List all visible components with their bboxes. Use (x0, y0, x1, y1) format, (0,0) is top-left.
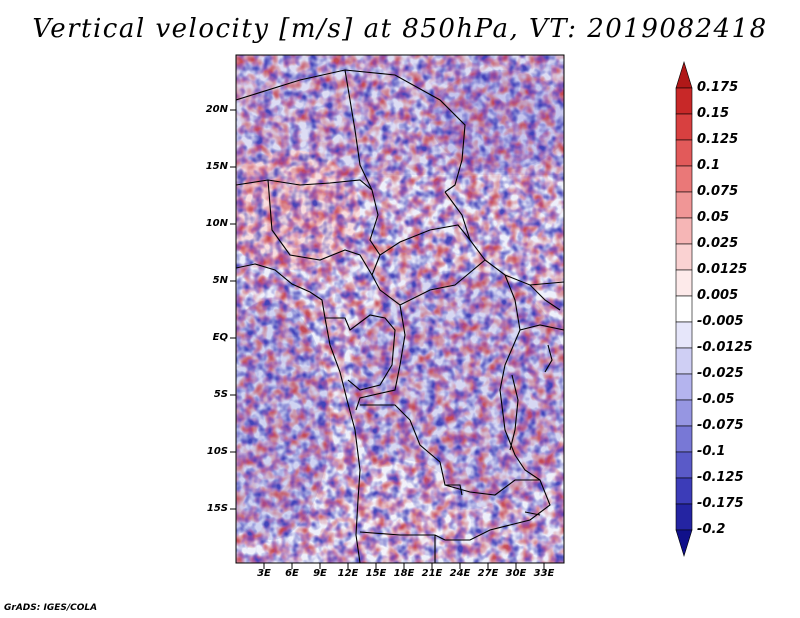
lon-label-33e: 33E (533, 568, 555, 579)
colorbar-label-0: 0.175 (697, 80, 739, 95)
lat-label-10n: 10N (205, 218, 228, 229)
border-nigeria-cameroon (267, 179, 373, 276)
lat-label-20n: 20N (205, 104, 228, 115)
colorbar-segment (675, 321, 693, 349)
map-title: Vertical velocity [m/s] at 850hPa, VT: 2… (32, 14, 768, 44)
lat-label-15s: 15S (206, 503, 228, 514)
colorbar-label-8: 0.005 (697, 288, 739, 303)
lat-label-5s: 5S (213, 389, 228, 400)
colorbar-segment (675, 503, 693, 531)
colorbar-segment (675, 399, 693, 427)
country-borders (236, 69, 564, 563)
colorbar-segment (675, 373, 693, 401)
lat-label-10s: 10S (206, 446, 228, 457)
colorbar-segment (675, 295, 693, 323)
colorbar-label-7: 0.0125 (697, 262, 748, 277)
border-south (359, 531, 446, 563)
colorbar (675, 60, 693, 558)
lon-label-12e: 12E (337, 568, 359, 579)
colorbar-segment (675, 87, 693, 115)
colorbar-segment (675, 451, 693, 479)
map-frame (235, 54, 565, 564)
lon-label-6e: 6E (285, 568, 299, 579)
lon-label-9e: 9E (313, 568, 327, 579)
colorbar-arrow-bottom (675, 529, 693, 558)
lat-label-5n: 5N (212, 275, 228, 286)
colorbar-label-12: -0.05 (697, 392, 735, 407)
colorbar-label-2: 0.125 (697, 132, 739, 147)
border-east-1 (499, 274, 541, 481)
colorbar-label-6: 0.025 (697, 236, 739, 251)
colorbar-segment (675, 217, 693, 245)
colorbar-label-11: -0.025 (697, 366, 744, 381)
lon-label-24e: 24E (449, 568, 471, 579)
border-north-1 (236, 69, 466, 193)
colorbar-label-1: 0.15 (697, 106, 730, 121)
border-drc-west (355, 304, 406, 411)
lake-outline (509, 344, 553, 516)
colorbar-label-16: -0.175 (697, 496, 744, 511)
border-sahel (236, 179, 373, 191)
colorbar-segment (675, 425, 693, 453)
grads-credit: GrADS: IGES/COLA (4, 603, 98, 613)
colorbar-segment (675, 477, 693, 505)
axis-ticks (230, 109, 545, 569)
lon-label-15e: 15E (365, 568, 387, 579)
coastline (236, 263, 361, 563)
lon-label-27e: 27E (477, 568, 499, 579)
colorbar-label-17: -0.2 (697, 522, 726, 537)
colorbar-arrow-top (675, 60, 693, 89)
colorbar-label-5: 0.05 (697, 210, 730, 225)
border-east-2 (519, 284, 564, 331)
lat-label-eq: EQ (212, 332, 228, 343)
colorbar-segment (675, 165, 693, 193)
colorbar-segment (675, 139, 693, 167)
colorbar-label-3: 0.1 (697, 158, 721, 173)
lon-label-18e: 18E (393, 568, 415, 579)
border-zambia (444, 479, 551, 541)
lat-label-15n: 15N (205, 161, 228, 172)
lon-label-30e: 30E (505, 568, 527, 579)
border-drc-angola (360, 404, 463, 496)
colorbar-label-14: -0.1 (697, 444, 726, 459)
colorbar-label-13: -0.075 (697, 418, 744, 433)
colorbar-segment (675, 243, 693, 271)
lon-label-21e: 21E (421, 568, 443, 579)
colorbar-label-9: -0.005 (697, 314, 744, 329)
border-gabon-congo (325, 314, 396, 391)
colorbar-label-4: 0.075 (697, 184, 739, 199)
colorbar-label-10: -0.0125 (697, 340, 753, 355)
colorbar-segment (675, 269, 693, 297)
colorbar-label-15: -0.125 (697, 470, 744, 485)
colorbar-segment (675, 191, 693, 219)
colorbar-segment (675, 113, 693, 141)
lon-label-3e: 3E (257, 568, 271, 579)
colorbar-segment (675, 347, 693, 375)
